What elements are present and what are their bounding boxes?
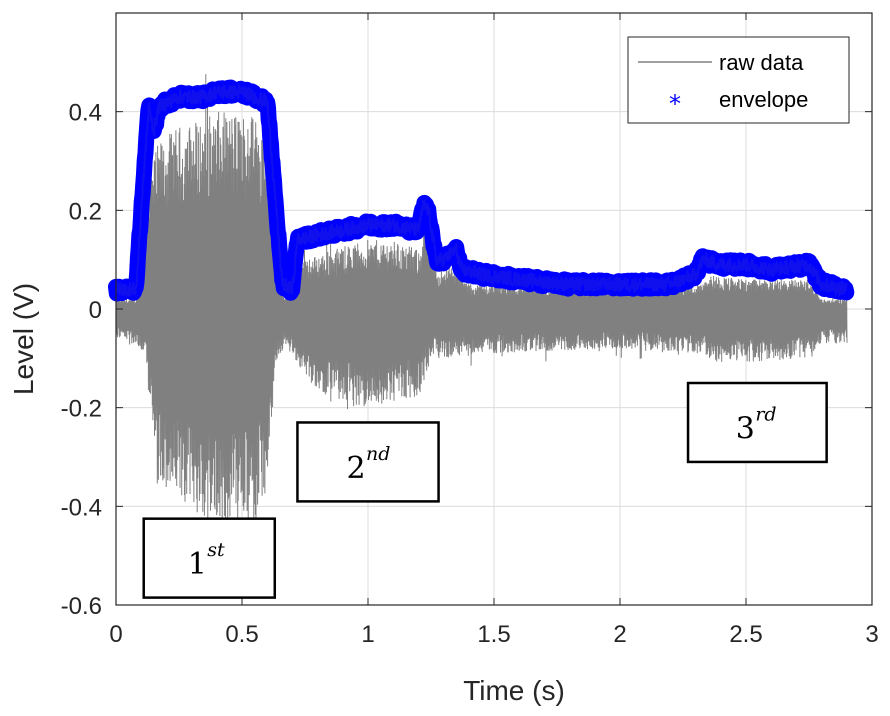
legend-envelope-label: envelope bbox=[719, 87, 808, 112]
annotation-superscript: st bbox=[207, 539, 225, 561]
y-tick-label: -0.4 bbox=[61, 494, 102, 521]
x-tick-label: 1.5 bbox=[477, 621, 510, 648]
y-tick-label: 0 bbox=[89, 297, 102, 324]
x-tick-label: 2 bbox=[613, 621, 626, 648]
annotation-box bbox=[686, 381, 828, 464]
annotation-box bbox=[296, 421, 440, 503]
y-tick-label: 0.2 bbox=[69, 198, 102, 225]
envelope-series bbox=[108, 79, 855, 302]
x-tick-label: 3 bbox=[865, 621, 878, 648]
annotation-label: 2 bbox=[346, 451, 365, 486]
x-tick-labels: 0 0.5 1 1.5 2 2.5 3 bbox=[109, 621, 878, 648]
y-axis-label: Level (V) bbox=[8, 283, 39, 395]
annotation-superscript: nd bbox=[366, 443, 390, 465]
annotation-superscript: rd bbox=[755, 403, 776, 425]
annotation-box bbox=[142, 517, 277, 599]
annotation-label: 1 bbox=[188, 547, 207, 582]
legend-box bbox=[627, 36, 850, 124]
legend-raw-data-label: raw data bbox=[719, 50, 804, 75]
tick-marks bbox=[115, 13, 873, 606]
raw-data-line bbox=[115, 74, 848, 566]
legend: raw data * envelope bbox=[627, 36, 850, 124]
y-tick-label: -0.6 bbox=[61, 593, 102, 620]
annotation-label: 3 bbox=[736, 411, 755, 446]
x-tick-label: 0.5 bbox=[225, 621, 258, 648]
raw-data-series bbox=[115, 74, 848, 566]
y-tick-labels: -0.6 -0.4 -0.2 0 0.2 0.4 bbox=[61, 100, 102, 620]
legend-envelope-marker: * bbox=[669, 90, 681, 118]
x-axis-label: Time (s) bbox=[463, 675, 565, 706]
y-tick-label: -0.2 bbox=[61, 396, 102, 423]
x-tick-label: 0 bbox=[109, 621, 122, 648]
x-tick-label: 1 bbox=[361, 621, 374, 648]
annotation-boxes: 1 st 2 nd 3 rd bbox=[142, 381, 828, 599]
y-tick-label: 0.4 bbox=[69, 100, 102, 127]
envelope-markers bbox=[115, 82, 848, 299]
x-tick-label: 2.5 bbox=[729, 621, 762, 648]
